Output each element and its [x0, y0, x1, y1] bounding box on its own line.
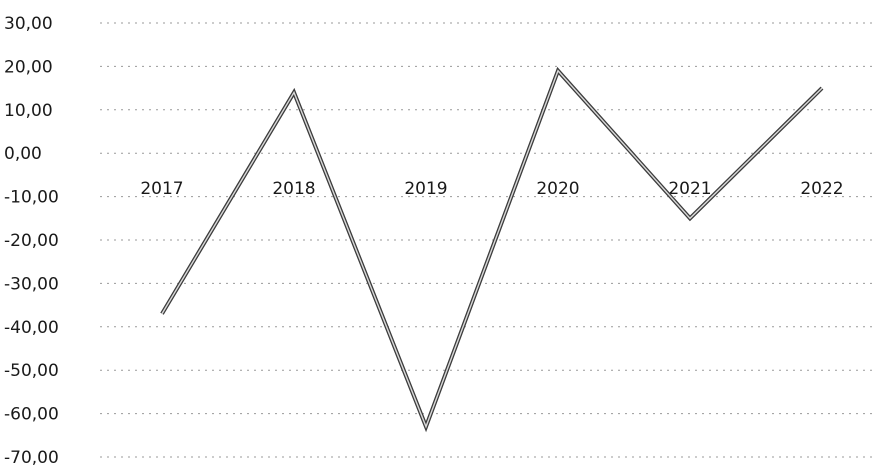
category-label: 2022 — [800, 179, 843, 199]
category-label: 2018 — [272, 179, 315, 199]
series-line-highlight — [161, 69, 823, 429]
category-label: 2021 — [668, 179, 711, 199]
y-tick-label: -40,00 — [4, 318, 59, 338]
y-tick-label: 30,00 — [4, 14, 53, 34]
y-tick-label: 10,00 — [4, 101, 53, 121]
category-labels: 2017 2018 2019 2020 2021 2022 — [140, 179, 843, 199]
category-label: 2020 — [536, 179, 579, 199]
y-tick-label: -70,00 — [4, 448, 59, 466]
gridlines — [100, 22, 875, 458]
category-label: 2019 — [404, 179, 447, 199]
y-tick-label: -50,00 — [4, 361, 59, 381]
y-axis-tick-labels: 30,00 20,00 10,00 0,00 -10,00 -20,00 -30,00 -40… — [4, 14, 59, 466]
y-tick-label: -60,00 — [4, 405, 59, 425]
y-tick-label: 20,00 — [4, 57, 53, 77]
series-lines — [160, 66, 824, 433]
y-tick-label: -30,00 — [4, 274, 59, 294]
category-label: 2017 — [140, 179, 183, 199]
y-tick-label: -10,00 — [4, 188, 59, 208]
y-tick-label: 0,00 — [4, 144, 42, 164]
y-tick-label: -20,00 — [4, 231, 59, 251]
